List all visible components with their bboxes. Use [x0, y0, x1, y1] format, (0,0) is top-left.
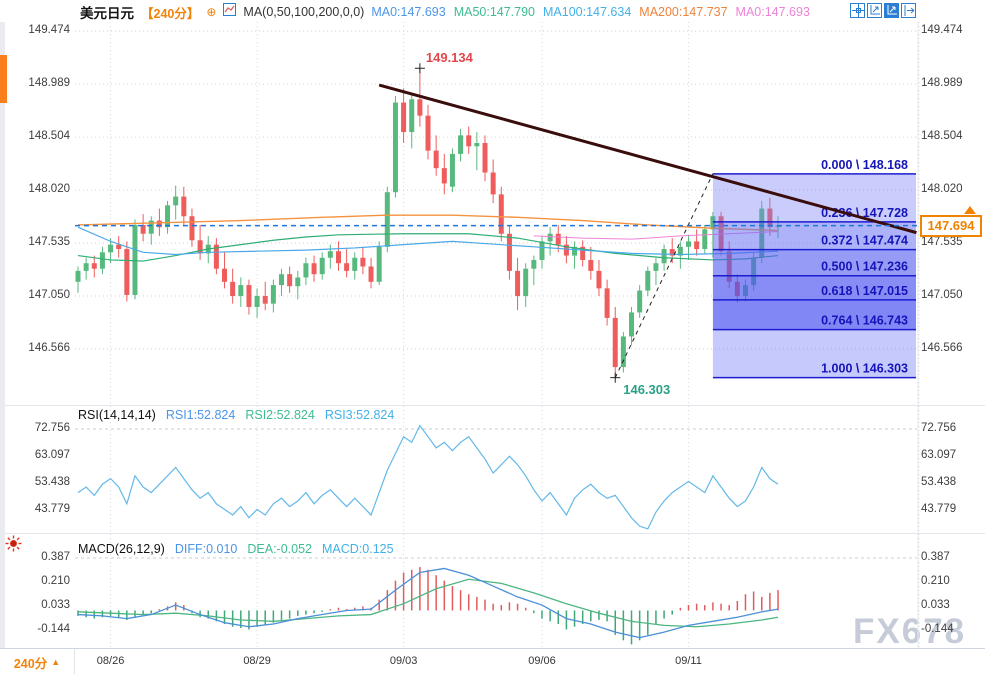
macd-legend-item-2: MACD:0.125 [322, 542, 394, 556]
axis-tick-label: 63.097 [34, 448, 70, 461]
scale-y-axis-icon[interactable] [884, 3, 899, 18]
left-scrollbar-thumb[interactable] [0, 55, 7, 103]
date-label-09/03: 09/03 [389, 655, 418, 667]
ascending-dashed-line [614, 173, 714, 378]
rsi-legend-item-0: RSI1:52.824 [165, 408, 236, 422]
candles [75, 68, 781, 378]
time-axis-bar: 240分 ▲ 08/26 08/29 09/03 09/06 09/11 [0, 648, 985, 674]
rsi-legend-item-1: RSI2:52.824 [245, 408, 315, 422]
axis-tick-label: 148.989 [921, 77, 963, 90]
timeframe-label: 【240分】 [141, 6, 200, 21]
axis-tick-label: 148.504 [28, 130, 70, 143]
timeframe-text: 240分 [13, 656, 48, 671]
macd-panel [77, 567, 779, 645]
ma-line-ma200 [77, 214, 779, 232]
fib-level-label-0.000: 0.000 \ 148.168 [821, 158, 908, 172]
date-label-08/29: 08/29 [243, 655, 271, 667]
ma-value-1: MA50:147.790 [453, 5, 536, 19]
rsi-panel [77, 424, 779, 530]
axis-tick-label: 147.535 [921, 236, 963, 248]
macd-legend-item-1: DEA:-0.052 [247, 542, 312, 556]
timeframe-arrow-icon: ▲ [51, 657, 61, 667]
axis-tick-label: 43.779 [921, 502, 957, 515]
ma-lines [77, 214, 779, 262]
fibonacci-retracement[interactable]: 0.000 \ 148.168 0.236 \ 147.728 0.372 \ 14… [712, 158, 916, 379]
axis-tick-label: 146.566 [28, 341, 70, 354]
current-price-label: 147.694 [920, 214, 982, 237]
swing-low-label: 146.303 [623, 381, 671, 397]
add-indicator-icon[interactable]: ⊕ [206, 5, 217, 19]
fib-level-label-0.500: 0.500 \ 147.236 [821, 260, 908, 274]
date-label-08/26: 08/26 [96, 655, 125, 667]
watermark: FX678 [853, 612, 967, 651]
ma-value-0: MA0:147.693 [371, 5, 446, 19]
macd-legend-item-0: DIFF:0.010 [174, 542, 238, 556]
date-label-09/06: 09/06 [528, 655, 556, 667]
swing-high-label: 149.134 [425, 50, 473, 66]
axis-tick-label: 148.989 [28, 77, 70, 90]
shift-right-icon[interactable] [901, 3, 916, 18]
mini-chart-icon [223, 3, 237, 21]
axis-tick-label: 0.210 [921, 575, 950, 587]
fib-level-label-0.372: 0.372 \ 147.474 [821, 234, 908, 248]
ma-value-2: MA100:147.634 [543, 5, 632, 19]
fib-level-label-1.000: 1.000 \ 146.303 [821, 362, 908, 376]
axis-tick-label: 147.050 [28, 289, 70, 302]
fib-level-label-0.764: 0.764 \ 146.743 [821, 314, 908, 328]
axis-tick-label: 0.033 [41, 599, 70, 611]
ma-line-ma50 [77, 233, 779, 262]
latest-price-arrow[interactable] [964, 206, 976, 214]
axis-tick-label: 0.210 [41, 575, 70, 587]
fib-level-label-0.236: 0.236 \ 147.728 [821, 206, 908, 220]
axis-tick-label: 53.438 [34, 475, 70, 488]
rsi-legend: RSI(14,14,14) RSI1:52.824 RSI2:52.824 RSI3… [78, 408, 394, 422]
axis-tick-label: 53.438 [921, 475, 957, 488]
axis-tick-label: 147.535 [28, 236, 70, 248]
macd-diff-line [77, 567, 779, 639]
ma-value-3: MA200:147.737 [639, 5, 728, 19]
pan-icon[interactable] [850, 3, 865, 18]
macd-dea-line [77, 578, 779, 628]
macd-legend: MACD(26,12,9) DIFF:0.010 DEA:-0.052 MACD:0… [78, 542, 394, 556]
axis-tick-label: 63.097 [921, 448, 957, 461]
rsi-line [77, 424, 779, 530]
axis-tick-label: 43.779 [34, 502, 70, 515]
descending-trendline [378, 83, 917, 235]
axis-tick-label: 146.566 [921, 341, 963, 354]
timeframe-selector[interactable]: 240分 ▲ [0, 649, 75, 674]
axis-tick-label: 149.474 [28, 24, 70, 37]
axis-tick-label: 148.504 [921, 130, 963, 143]
macd-title: MACD(26,12,9) [78, 542, 165, 556]
rsi-title: RSI(14,14,14) [78, 408, 156, 422]
chart-header: 美元日元 【240分】 ⊕ MA(0,50,100,200,0,0) MA0:1… [80, 2, 818, 22]
ma-values: MA0:147.693 MA50:147.790 MA100:147.634 MA20… [371, 3, 818, 21]
axis-tick-label: 72.756 [921, 422, 957, 434]
axis-tick-label: 148.020 [28, 183, 70, 195]
brightness-icon[interactable] [5, 535, 22, 557]
ma-value-4: MA0:147.693 [735, 5, 810, 19]
instrument-title: 美元日元 [80, 6, 134, 21]
axis-tick-label: 149.474 [921, 24, 963, 37]
fib-level-label-0.618: 0.618 \ 147.015 [821, 284, 908, 298]
left-scrollbar-track[interactable] [0, 22, 5, 648]
trendlines[interactable] [378, 63, 917, 383]
axis-tick-label: 0.387 [921, 551, 950, 563]
axis-tick-label: 148.020 [921, 183, 963, 195]
axis-tick-label: 147.050 [921, 289, 963, 302]
scale-x-axis-icon[interactable] [867, 3, 882, 18]
axis-tick-label: 72.756 [34, 422, 70, 434]
axis-tick-label: 0.033 [921, 599, 950, 611]
axis-tick-label: -0.144 [37, 623, 70, 635]
rsi-legend-item-2: RSI3:52.824 [324, 408, 395, 422]
date-label-09/11: 09/11 [675, 655, 702, 667]
ma-line-ma100 [77, 226, 779, 256]
ma-settings-label: MA(0,50,100,200,0,0) [243, 5, 365, 19]
axis-tick-label: 0.387 [41, 551, 70, 563]
axis-tick-label: -0.144 [921, 623, 954, 635]
chart-toolbar [850, 3, 916, 18]
